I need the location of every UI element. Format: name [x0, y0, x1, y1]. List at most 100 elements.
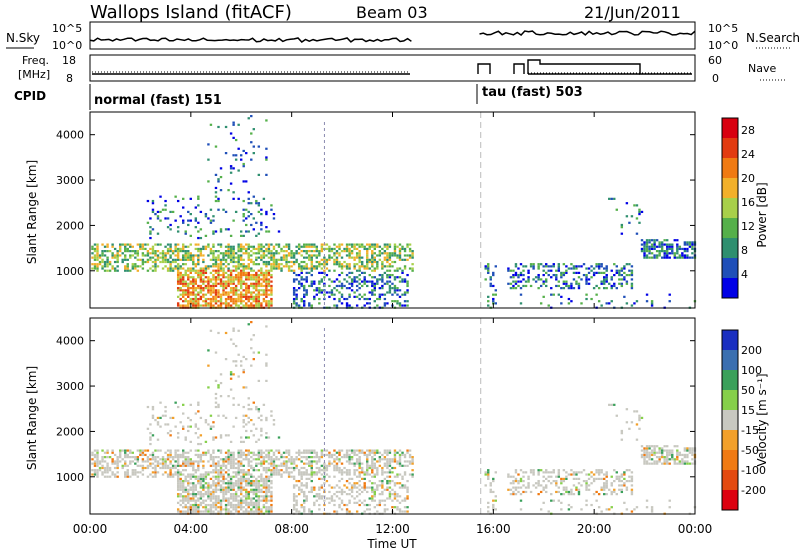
heatmap-cell — [313, 456, 316, 459]
heatmap-cell — [202, 245, 205, 248]
heatmap-cell — [207, 484, 210, 487]
heatmap-cell — [212, 265, 215, 268]
heatmap-cell — [292, 503, 296, 507]
heatmap-cell — [300, 278, 303, 281]
heatmap-cell — [146, 405, 150, 409]
heatmap-cell — [398, 501, 402, 504]
colorbar-segment — [722, 490, 738, 511]
heatmap-cell — [179, 486, 182, 489]
heatmap-cell — [151, 471, 155, 474]
heatmap-cell — [207, 289, 210, 292]
heatmap-cell — [192, 297, 195, 301]
heatmap-cell — [209, 271, 213, 274]
heatmap-cell — [303, 256, 306, 259]
heatmap-cell — [310, 449, 313, 452]
heatmap-cell — [214, 269, 218, 272]
heatmap-cell — [207, 282, 210, 285]
heatmap-cell — [305, 250, 308, 253]
heatmap-cell — [388, 471, 392, 474]
heatmap-cell — [514, 263, 518, 266]
heatmap-cell — [517, 486, 520, 489]
heatmap-cell — [255, 499, 258, 502]
heatmap-cell — [197, 258, 200, 261]
heatmap-cell — [250, 282, 253, 285]
heatmap-cell — [250, 212, 253, 216]
heatmap-cell — [247, 263, 250, 266]
heatmap-cell — [242, 477, 245, 480]
heatmap-cell — [149, 432, 152, 435]
heatmap-cell — [557, 486, 561, 489]
heatmap-cell — [242, 219, 245, 222]
heatmap-cell — [136, 250, 140, 253]
heatmap-cell — [239, 482, 243, 485]
heatmap-cell — [275, 473, 278, 476]
heatmap-cell — [487, 469, 490, 472]
heatmap-cell — [116, 250, 119, 253]
heatmap-cell — [154, 469, 157, 472]
heatmap-cell — [187, 293, 190, 296]
heatmap-cell — [645, 256, 649, 259]
heatmap-cell — [613, 469, 616, 472]
heatmap-cell — [310, 475, 313, 478]
heatmap-cell — [126, 475, 129, 478]
heatmap-cell — [250, 497, 253, 500]
heatmap-cell — [250, 297, 253, 301]
heatmap-cell — [207, 297, 210, 301]
heatmap-cell — [378, 273, 382, 277]
heatmap-cell — [514, 280, 518, 283]
heatmap-cell — [512, 284, 515, 288]
heatmap-cell — [192, 254, 195, 257]
heatmap-cell — [368, 258, 371, 261]
heatmap-cell — [239, 493, 243, 496]
heatmap-cell — [360, 486, 364, 489]
heatmap-cell — [368, 486, 371, 489]
heatmap-cell — [335, 451, 339, 454]
heatmap-cell — [386, 243, 389, 246]
heatmap-cell — [96, 256, 99, 259]
heatmap-cell — [403, 486, 407, 489]
heatmap-cell — [303, 495, 306, 498]
heatmap-cell — [207, 488, 210, 491]
heatmap-cell — [232, 167, 235, 170]
heatmap-cell — [179, 464, 182, 467]
heatmap-cell — [666, 247, 669, 251]
heatmap-cell — [353, 278, 356, 281]
heatmap-cell — [229, 497, 233, 500]
heatmap-cell — [638, 418, 641, 422]
heatmap-cell — [353, 464, 356, 467]
heatmap-cell — [328, 247, 331, 251]
heatmap-cell — [265, 158, 268, 161]
heatmap-cell — [242, 165, 245, 168]
heatmap-cell — [401, 278, 404, 281]
heatmap-cell — [580, 508, 583, 511]
heatmap-cell — [308, 254, 311, 257]
heatmap-cell — [237, 503, 240, 507]
heatmap-cell — [297, 282, 301, 285]
heatmap-cell — [179, 484, 182, 487]
heatmap-cell — [666, 245, 669, 248]
heatmap-cell — [615, 269, 618, 272]
heatmap-cell — [555, 479, 558, 483]
heatmap-cell — [217, 208, 220, 211]
heatmap-cell — [247, 458, 250, 461]
heatmap-cell — [262, 503, 266, 507]
heatmap-cell — [260, 473, 263, 476]
heatmap-cell — [247, 490, 250, 494]
heatmap-cell — [189, 219, 192, 222]
heatmap-cell — [373, 258, 376, 261]
heatmap-cell — [189, 276, 192, 279]
heatmap-cell — [340, 501, 344, 504]
heatmap-cell — [124, 451, 127, 454]
heatmap-cell — [308, 250, 311, 253]
heatmap-cell — [666, 239, 669, 242]
heatmap-cell — [212, 243, 215, 246]
heatmap-cell — [292, 508, 296, 511]
heatmap-cell — [645, 254, 649, 257]
heatmap-cell — [681, 453, 684, 457]
heatmap-cell — [350, 278, 354, 281]
heatmap-cell — [255, 408, 258, 411]
heatmap-cell — [255, 284, 258, 288]
heatmap-cell — [330, 486, 334, 489]
heatmap-cell — [320, 477, 324, 480]
heatmap-cell — [308, 304, 311, 307]
